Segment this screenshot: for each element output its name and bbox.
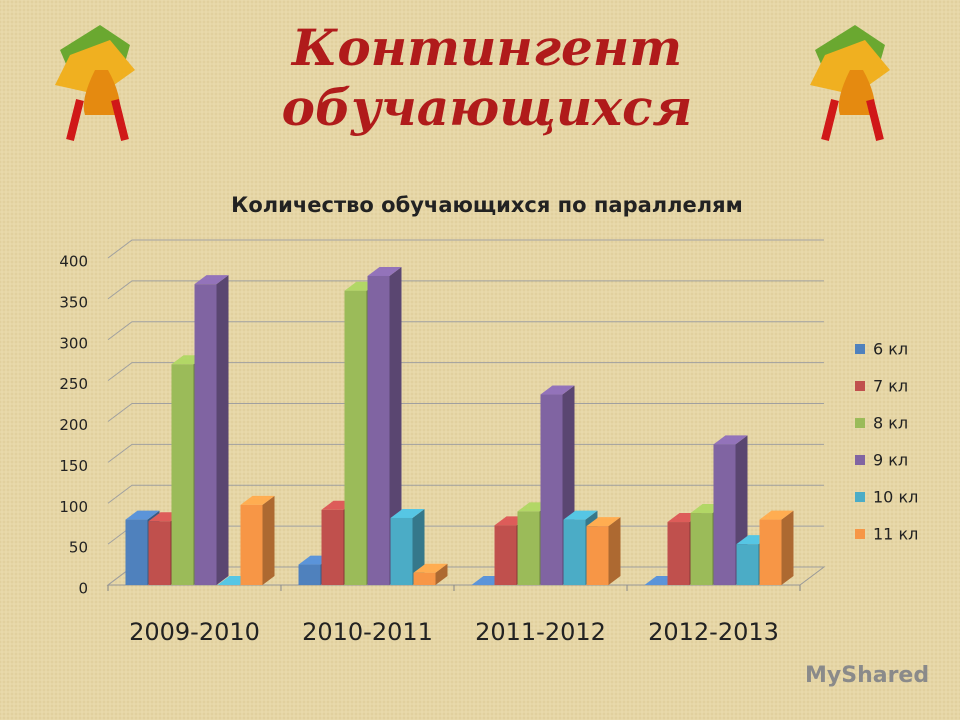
grid-line bbox=[107, 443, 824, 463]
bar-top bbox=[125, 510, 160, 520]
x-tick-label: 2010-2011 bbox=[302, 618, 433, 646]
x-tick-label: 2012-2013 bbox=[648, 618, 779, 646]
chart-title: Количество обучающихся по параллелям bbox=[231, 193, 743, 217]
bar-side bbox=[435, 563, 448, 585]
bar bbox=[713, 444, 736, 585]
bar-side bbox=[262, 495, 275, 585]
y-tick-label: 0 bbox=[78, 580, 88, 598]
bar bbox=[690, 513, 713, 585]
bar bbox=[586, 526, 609, 585]
slide-title-line: Контингент bbox=[290, 18, 682, 77]
legend-label: 10 кл bbox=[873, 488, 918, 507]
bar bbox=[194, 284, 217, 585]
y-tick-label: 200 bbox=[59, 416, 88, 434]
grid-line bbox=[107, 321, 824, 341]
bar bbox=[540, 394, 563, 585]
bar-top bbox=[540, 385, 575, 395]
bar-side bbox=[389, 266, 402, 585]
bar bbox=[148, 521, 171, 585]
bar bbox=[517, 511, 540, 585]
bar bbox=[667, 522, 690, 585]
bar-side bbox=[216, 275, 229, 585]
grid-line bbox=[107, 280, 824, 300]
watermark: MyShared bbox=[805, 663, 929, 688]
bar-top bbox=[390, 508, 425, 518]
bar-top bbox=[367, 266, 402, 276]
bar bbox=[367, 275, 390, 585]
bell-decoration-left bbox=[55, 25, 135, 141]
slide-title-line: обучающихся bbox=[282, 78, 693, 137]
x-tick-label: 2011-2012 bbox=[475, 618, 606, 646]
y-tick-label: 150 bbox=[59, 457, 88, 475]
bar bbox=[413, 572, 436, 585]
legend-swatch bbox=[855, 418, 865, 428]
legend-label: 7 кл bbox=[873, 377, 908, 396]
bar-side bbox=[608, 517, 621, 585]
grid-line bbox=[107, 403, 824, 422]
y-tick-label: 400 bbox=[59, 253, 88, 271]
bar-top bbox=[240, 495, 275, 505]
bar-side bbox=[412, 508, 425, 585]
bar bbox=[563, 519, 586, 585]
legend-label: 9 кл bbox=[873, 451, 908, 470]
grid-line bbox=[107, 239, 824, 259]
bar bbox=[759, 519, 782, 585]
y-tick-label: 100 bbox=[59, 498, 88, 516]
bar-side bbox=[781, 510, 794, 585]
legend-label: 11 кл bbox=[873, 525, 918, 544]
bar bbox=[125, 519, 148, 585]
bar bbox=[736, 544, 759, 585]
bar bbox=[171, 364, 194, 585]
bar-top bbox=[413, 563, 448, 573]
grid-line bbox=[107, 484, 824, 504]
bell-decoration-right bbox=[810, 25, 890, 141]
y-tick-label: 350 bbox=[59, 293, 88, 311]
bar-top bbox=[586, 517, 621, 527]
legend-swatch bbox=[855, 492, 865, 502]
bar-top bbox=[563, 510, 598, 520]
y-tick-label: 250 bbox=[59, 375, 88, 393]
y-tick-label: 300 bbox=[59, 334, 88, 352]
grid-line bbox=[107, 362, 824, 382]
bar bbox=[321, 509, 344, 585]
bar bbox=[298, 564, 321, 585]
bar bbox=[344, 290, 367, 585]
y-tick-label: 50 bbox=[69, 539, 88, 557]
bar bbox=[240, 504, 263, 585]
bar-top bbox=[194, 275, 229, 285]
bar-top bbox=[713, 435, 748, 445]
legend-swatch bbox=[855, 529, 865, 539]
x-tick-label: 2009-2010 bbox=[129, 618, 260, 646]
bar bbox=[390, 517, 413, 585]
legend-label: 6 кл bbox=[873, 340, 908, 359]
bar bbox=[494, 525, 517, 585]
bar-top bbox=[759, 510, 794, 520]
legend-label: 8 кл bbox=[873, 414, 908, 433]
legend-swatch bbox=[855, 381, 865, 391]
legend-swatch bbox=[855, 455, 865, 465]
legend-swatch bbox=[855, 344, 865, 354]
